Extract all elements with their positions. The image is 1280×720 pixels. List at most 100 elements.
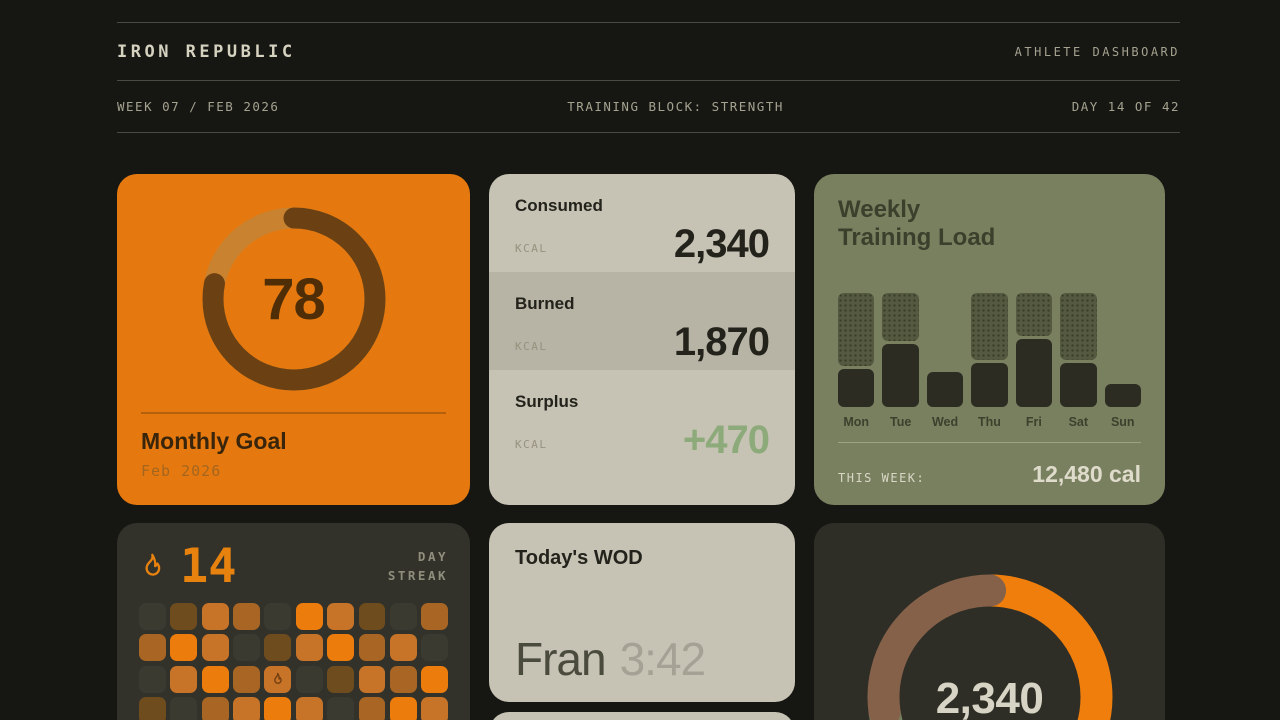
streak-card: 14 DAY STREAK [117, 523, 470, 720]
streak-day-cell [139, 634, 166, 662]
brand-title: IRON REPUBLIC [117, 41, 296, 62]
weekly-load-title-line2: Training Load [838, 224, 996, 251]
weekly-total-label: THIS WEEK: [838, 471, 926, 485]
progress-ring-icon [202, 207, 385, 391]
streak-day-cell [389, 697, 417, 720]
streak-heatmap [139, 602, 449, 720]
streak-day-cell [139, 602, 166, 630]
streak-day-cell [295, 634, 323, 662]
load-axis-label: Wed [931, 415, 959, 429]
streak-day-cell [327, 697, 355, 720]
streak-label-line1: DAY [417, 549, 448, 564]
wod-name: Fran [515, 633, 607, 686]
header: IRON REPUBLIC ATHLETE DASHBOARD [117, 23, 1180, 80]
load-bar-target-segment [838, 293, 875, 367]
wod-title: Today's WOD [515, 547, 643, 569]
wod-result: Fran 3:42 [515, 633, 769, 686]
load-bar-mon [838, 293, 875, 407]
load-bar-completed-segment [1104, 384, 1141, 407]
load-bar-sun [1104, 293, 1141, 407]
calorie-unit: KCAL [515, 340, 548, 353]
load-axis-label: Sat [1068, 415, 1089, 429]
dashboard: IRON REPUBLIC ATHLETE DASHBOARD WEEK 07 … [117, 22, 1180, 720]
meta-training-block: TRAINING BLOCK: STRENGTH [567, 99, 784, 114]
streak-day-cell [295, 602, 323, 630]
load-bar-fri [1015, 293, 1053, 407]
header-subtitle: ATHLETE DASHBOARD [1014, 44, 1180, 59]
streak-day-cell [327, 634, 355, 662]
calorie-row-surplus: Surplus KCAL +470 [489, 370, 795, 505]
streak-day-cell [170, 665, 198, 693]
load-bar-wed [926, 293, 964, 407]
flame-marker-icon [274, 672, 283, 684]
load-bar-completed-segment [1060, 362, 1097, 407]
goal-divider [141, 412, 446, 414]
calorie-row-consumed: Consumed KCAL 2,340 [489, 174, 795, 272]
streak-day-cell [264, 634, 292, 662]
gauge-value: 2,340 [935, 674, 1044, 720]
streak-day-cell [264, 665, 292, 693]
streak-day-cell [170, 602, 198, 630]
load-axis-label: Mon [843, 415, 870, 429]
calorie-unit: KCAL [515, 242, 548, 255]
calorie-unit: KCAL [515, 438, 548, 451]
streak-day-cell [327, 602, 355, 630]
calorie-row-burned: Burned KCAL 1,870 [489, 272, 795, 370]
streak-day-cell [233, 602, 260, 630]
streak-day-cell [264, 602, 292, 630]
streak-day-cell [139, 697, 166, 720]
calorie-label: Consumed [515, 196, 603, 215]
calorie-value: 2,340 [673, 222, 770, 266]
streak-header: 14 DAY STREAK [139, 539, 448, 594]
weekly-load-chart [838, 293, 1141, 407]
streak-day-cell [358, 665, 386, 693]
streak-day-cell [201, 665, 229, 693]
load-bar-target-segment [1060, 293, 1097, 360]
streak-value: 14 [180, 539, 237, 594]
streak-day-cell [139, 665, 166, 693]
load-bar-completed-segment [882, 344, 919, 407]
meta-week: WEEK 07 / FEB 2026 [117, 99, 280, 114]
streak-day-cell [201, 602, 229, 630]
streak-day-cell [358, 634, 386, 662]
streak-day-cell [421, 602, 449, 630]
weekly-load-title: Weekly Training Load [838, 196, 1141, 252]
streak-day-cell [233, 697, 260, 720]
load-axis-label: Sun [1110, 415, 1135, 429]
weekly-load-divider [838, 442, 1141, 443]
monthly-goal-value: 78 [262, 266, 326, 332]
streak-day-cell [170, 697, 198, 720]
streak-label: DAY STREAK [388, 547, 448, 586]
streak-label-line2: STREAK [387, 568, 448, 584]
streak-day-cell [389, 665, 417, 693]
load-bar-sat [1060, 293, 1097, 407]
streak-day-cell [233, 665, 260, 693]
load-bar-completed-segment [971, 362, 1008, 407]
calories-card: Consumed KCAL 2,340 Burned KCAL 1,870 Surplus K… [489, 174, 795, 505]
monthly-goal-ring: 78 [202, 207, 386, 391]
wod-time: 3:42 [619, 633, 707, 686]
load-bar-target-segment [882, 293, 919, 342]
weekly-total-value: 12,480 cal [1032, 461, 1141, 487]
streak-day-cell [421, 634, 449, 662]
weekly-load-footer: THIS WEEK: 12,480 cal [838, 461, 1141, 488]
weekly-load-card: Weekly Training Load Mon Tue Wed Thu Fri Sat S… [814, 174, 1165, 505]
streak-day-cell [389, 602, 417, 630]
card-grid: 78 Monthly Goal Feb 2026 Consumed KCAL 2,3… [117, 174, 1180, 720]
streak-day-cell [264, 697, 292, 720]
streak-day-cell [421, 697, 449, 720]
load-axis-label: Fri [1025, 415, 1042, 429]
streak-day-cell [358, 602, 386, 630]
monthly-goal-card: 78 Monthly Goal Feb 2026 [117, 174, 470, 505]
weekly-load-title-line1: Weekly [838, 196, 921, 223]
load-bar-thu [971, 293, 1008, 407]
calorie-value: 1,870 [673, 320, 770, 364]
streak-day-cell [233, 634, 260, 662]
load-bar-tue [882, 293, 919, 407]
monthly-goal-subtitle: Feb 2026 [141, 462, 222, 480]
wod-column: Today's WOD Fran 3:42 [489, 523, 795, 720]
streak-day-cell [389, 634, 417, 662]
top-divider [117, 22, 1180, 23]
header-divider [117, 80, 1180, 81]
calorie-label: Burned [515, 294, 575, 313]
